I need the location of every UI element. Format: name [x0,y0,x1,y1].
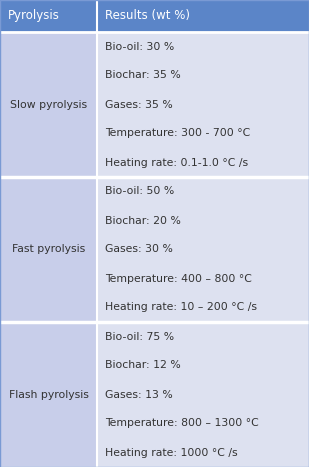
Text: Temperature: 300 - 700 °C: Temperature: 300 - 700 °C [105,128,250,139]
Text: Gases: 30 %: Gases: 30 % [105,245,173,255]
Text: Results (wt %): Results (wt %) [105,9,190,22]
Text: Bio-oil: 75 %: Bio-oil: 75 % [105,332,174,341]
Text: Bio-oil: 50 %: Bio-oil: 50 % [105,186,174,197]
Bar [0,0,309,32]
Text: Pyrolysis: Pyrolysis [8,9,60,22]
Bar [0,322,97,467]
Text: Flash pyrolysis: Flash pyrolysis [9,389,88,399]
Text: Heating rate: 10 – 200 °C /s: Heating rate: 10 – 200 °C /s [105,303,257,312]
Text: Heating rate: 1000 °C /s: Heating rate: 1000 °C /s [105,447,238,458]
Bar [97,32,309,177]
Text: Temperature: 800 – 1300 °C: Temperature: 800 – 1300 °C [105,418,259,429]
Text: Biochar: 20 %: Biochar: 20 % [105,215,181,226]
Text: Gases: 13 %: Gases: 13 % [105,389,173,399]
Text: Biochar: 12 %: Biochar: 12 % [105,361,181,370]
Text: Temperature: 400 – 800 °C: Temperature: 400 – 800 °C [105,274,252,283]
Bar [0,177,97,322]
Text: Gases: 35 %: Gases: 35 % [105,99,173,109]
Text: Biochar: 35 %: Biochar: 35 % [105,71,181,80]
Bar [0,32,97,177]
Bar [97,322,309,467]
Text: Bio-oil: 30 %: Bio-oil: 30 % [105,42,174,51]
Text: Fast pyrolysis: Fast pyrolysis [12,245,85,255]
Bar [97,177,309,322]
Text: Heating rate: 0.1-1.0 °C /s: Heating rate: 0.1-1.0 °C /s [105,157,248,168]
Text: Slow pyrolysis: Slow pyrolysis [10,99,87,109]
